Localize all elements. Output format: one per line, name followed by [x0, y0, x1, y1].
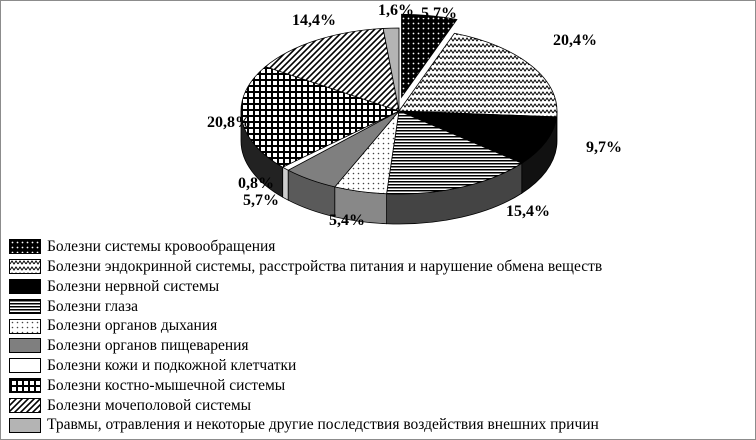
legend-label: Болезни системы кровообращения — [47, 238, 276, 256]
legend-item: Болезни мочеполовой системы — [9, 395, 753, 415]
pie-slice — [382, 27, 400, 112]
legend-item: Болезни глаза — [9, 296, 753, 316]
legend-item: Болезни костно-мышечной системы — [9, 376, 753, 396]
pie-slice — [386, 110, 523, 195]
pie-slice — [240, 66, 401, 168]
data-label: 20,8% — [207, 114, 251, 131]
legend-label: Болезни кожи и подкожной клетчатки — [47, 356, 297, 374]
pie-slice — [401, 13, 458, 99]
data-label: 15,4% — [506, 203, 550, 220]
legend-item: Болезни органов дыхания — [9, 316, 753, 336]
legend-label: Травмы, отравления и некоторые другие по… — [47, 416, 599, 434]
legend-label: Болезни нервной системы — [47, 277, 220, 295]
legend-label: Болезни органов дыхания — [47, 317, 218, 335]
legend-label: Болезни органов пищеварения — [47, 337, 249, 355]
data-label: 5,4% — [329, 212, 365, 229]
legend-swatch — [9, 278, 41, 294]
pie-chart: 5,7%20,4%9,7%15,4%5,4%5,7%0,8%20,8%14,4%… — [207, 2, 622, 229]
legend-swatch — [9, 259, 41, 275]
legend-label: Болезни костно-мышечной системы — [47, 376, 286, 394]
data-label: 20,4% — [553, 32, 597, 49]
data-label: 0,8% — [238, 175, 274, 192]
legend-item: Болезни органов пищеварения — [9, 336, 753, 356]
legend-item: Болезни эндокринной системы, расстройств… — [9, 257, 753, 277]
legend-item: Болезни нервной системы — [9, 277, 753, 297]
legend-swatch — [9, 377, 41, 393]
legend-label: Болезни глаза — [47, 297, 139, 315]
legend-label: Болезни эндокринной системы, расстройств… — [47, 257, 603, 275]
pie-slice — [398, 110, 558, 164]
legend-label: Болезни мочеполовой системы — [47, 396, 252, 414]
data-label: 9,7% — [586, 139, 622, 156]
pie-slice-side — [282, 166, 289, 201]
legend-swatch — [9, 417, 41, 433]
data-label: 1,6% — [378, 2, 414, 19]
pie-slice — [398, 32, 558, 118]
data-label: 5,7% — [421, 5, 457, 22]
legend-item: Болезни кожи и подкожной клетчатки — [9, 356, 753, 376]
legend-item: Травмы, отравления и некоторые другие по… — [9, 415, 753, 435]
legend: Болезни системы кровообращения Болезни эн… — [9, 237, 753, 435]
legend-item: Болезни системы кровообращения — [9, 237, 753, 257]
data-label: 14,4% — [292, 12, 336, 29]
legend-swatch — [9, 298, 41, 314]
legend-swatch — [9, 397, 41, 413]
legend-swatch — [9, 239, 41, 255]
legend-swatch — [9, 338, 41, 354]
legend-swatch — [9, 358, 41, 374]
data-label: 5,7% — [243, 192, 279, 209]
legend-swatch — [9, 318, 41, 334]
pie-slice — [264, 28, 400, 112]
